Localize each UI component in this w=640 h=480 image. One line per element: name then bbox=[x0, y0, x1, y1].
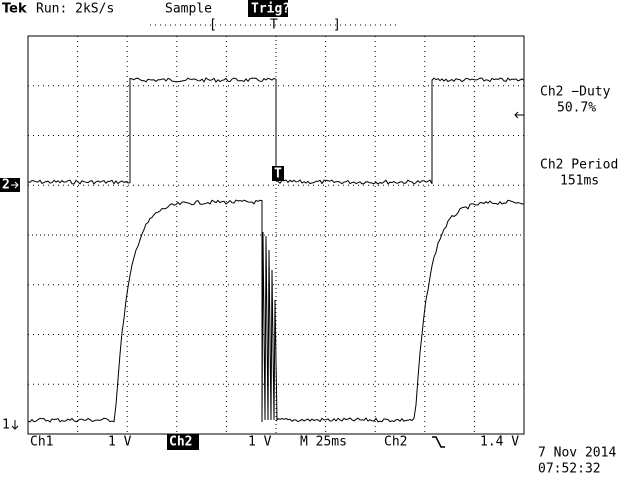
ch2-label-box bbox=[167, 434, 199, 450]
ch2-scale: 1 V bbox=[248, 435, 272, 450]
measurement-label: Ch2 Period bbox=[540, 158, 618, 173]
measurement-value: 50.7% bbox=[557, 101, 596, 116]
ch2-marker-arrow bbox=[11, 181, 19, 189]
ch1-marker: 1 bbox=[2, 418, 10, 433]
ch1-waveform bbox=[27, 77, 525, 185]
trigger-source: Ch2 bbox=[384, 435, 407, 450]
run-status: Run: 2kS/s bbox=[36, 2, 114, 17]
ch1-scale: 1 V bbox=[108, 435, 132, 450]
acquisition-mode: Sample bbox=[165, 2, 212, 17]
measurement-label: Ch2 −Duty bbox=[540, 85, 611, 100]
measurement-value: 151ms bbox=[560, 174, 599, 189]
trigger-status-box bbox=[248, 0, 288, 17]
time: 07:52:32 bbox=[538, 462, 601, 477]
trigger-slope-icon bbox=[432, 436, 445, 448]
ch2-marker: 2 bbox=[2, 178, 10, 193]
window-left: [ bbox=[209, 18, 217, 33]
trigger-status: Trig? bbox=[251, 2, 290, 17]
ch2-label: Ch2 bbox=[169, 435, 192, 450]
window-right: ] bbox=[333, 18, 341, 33]
timebase: M 25ms bbox=[300, 435, 347, 450]
brand: Tek bbox=[2, 2, 27, 17]
ch2-marker-box bbox=[0, 178, 20, 192]
ch2-waveform bbox=[27, 199, 525, 423]
window-marker: T bbox=[270, 18, 278, 33]
measurement-arrow bbox=[514, 111, 524, 119]
date: 7 Nov 2014 bbox=[538, 446, 616, 461]
graticule bbox=[28, 36, 524, 434]
trigger-level: 1.4 V bbox=[480, 435, 519, 450]
trigger-marker-box bbox=[272, 166, 284, 181]
ch1-label: Ch1 bbox=[30, 435, 53, 450]
graticule-border bbox=[27, 35, 525, 435]
ch1-marker-arrow bbox=[11, 420, 19, 430]
trigger-marker: T bbox=[274, 167, 282, 182]
